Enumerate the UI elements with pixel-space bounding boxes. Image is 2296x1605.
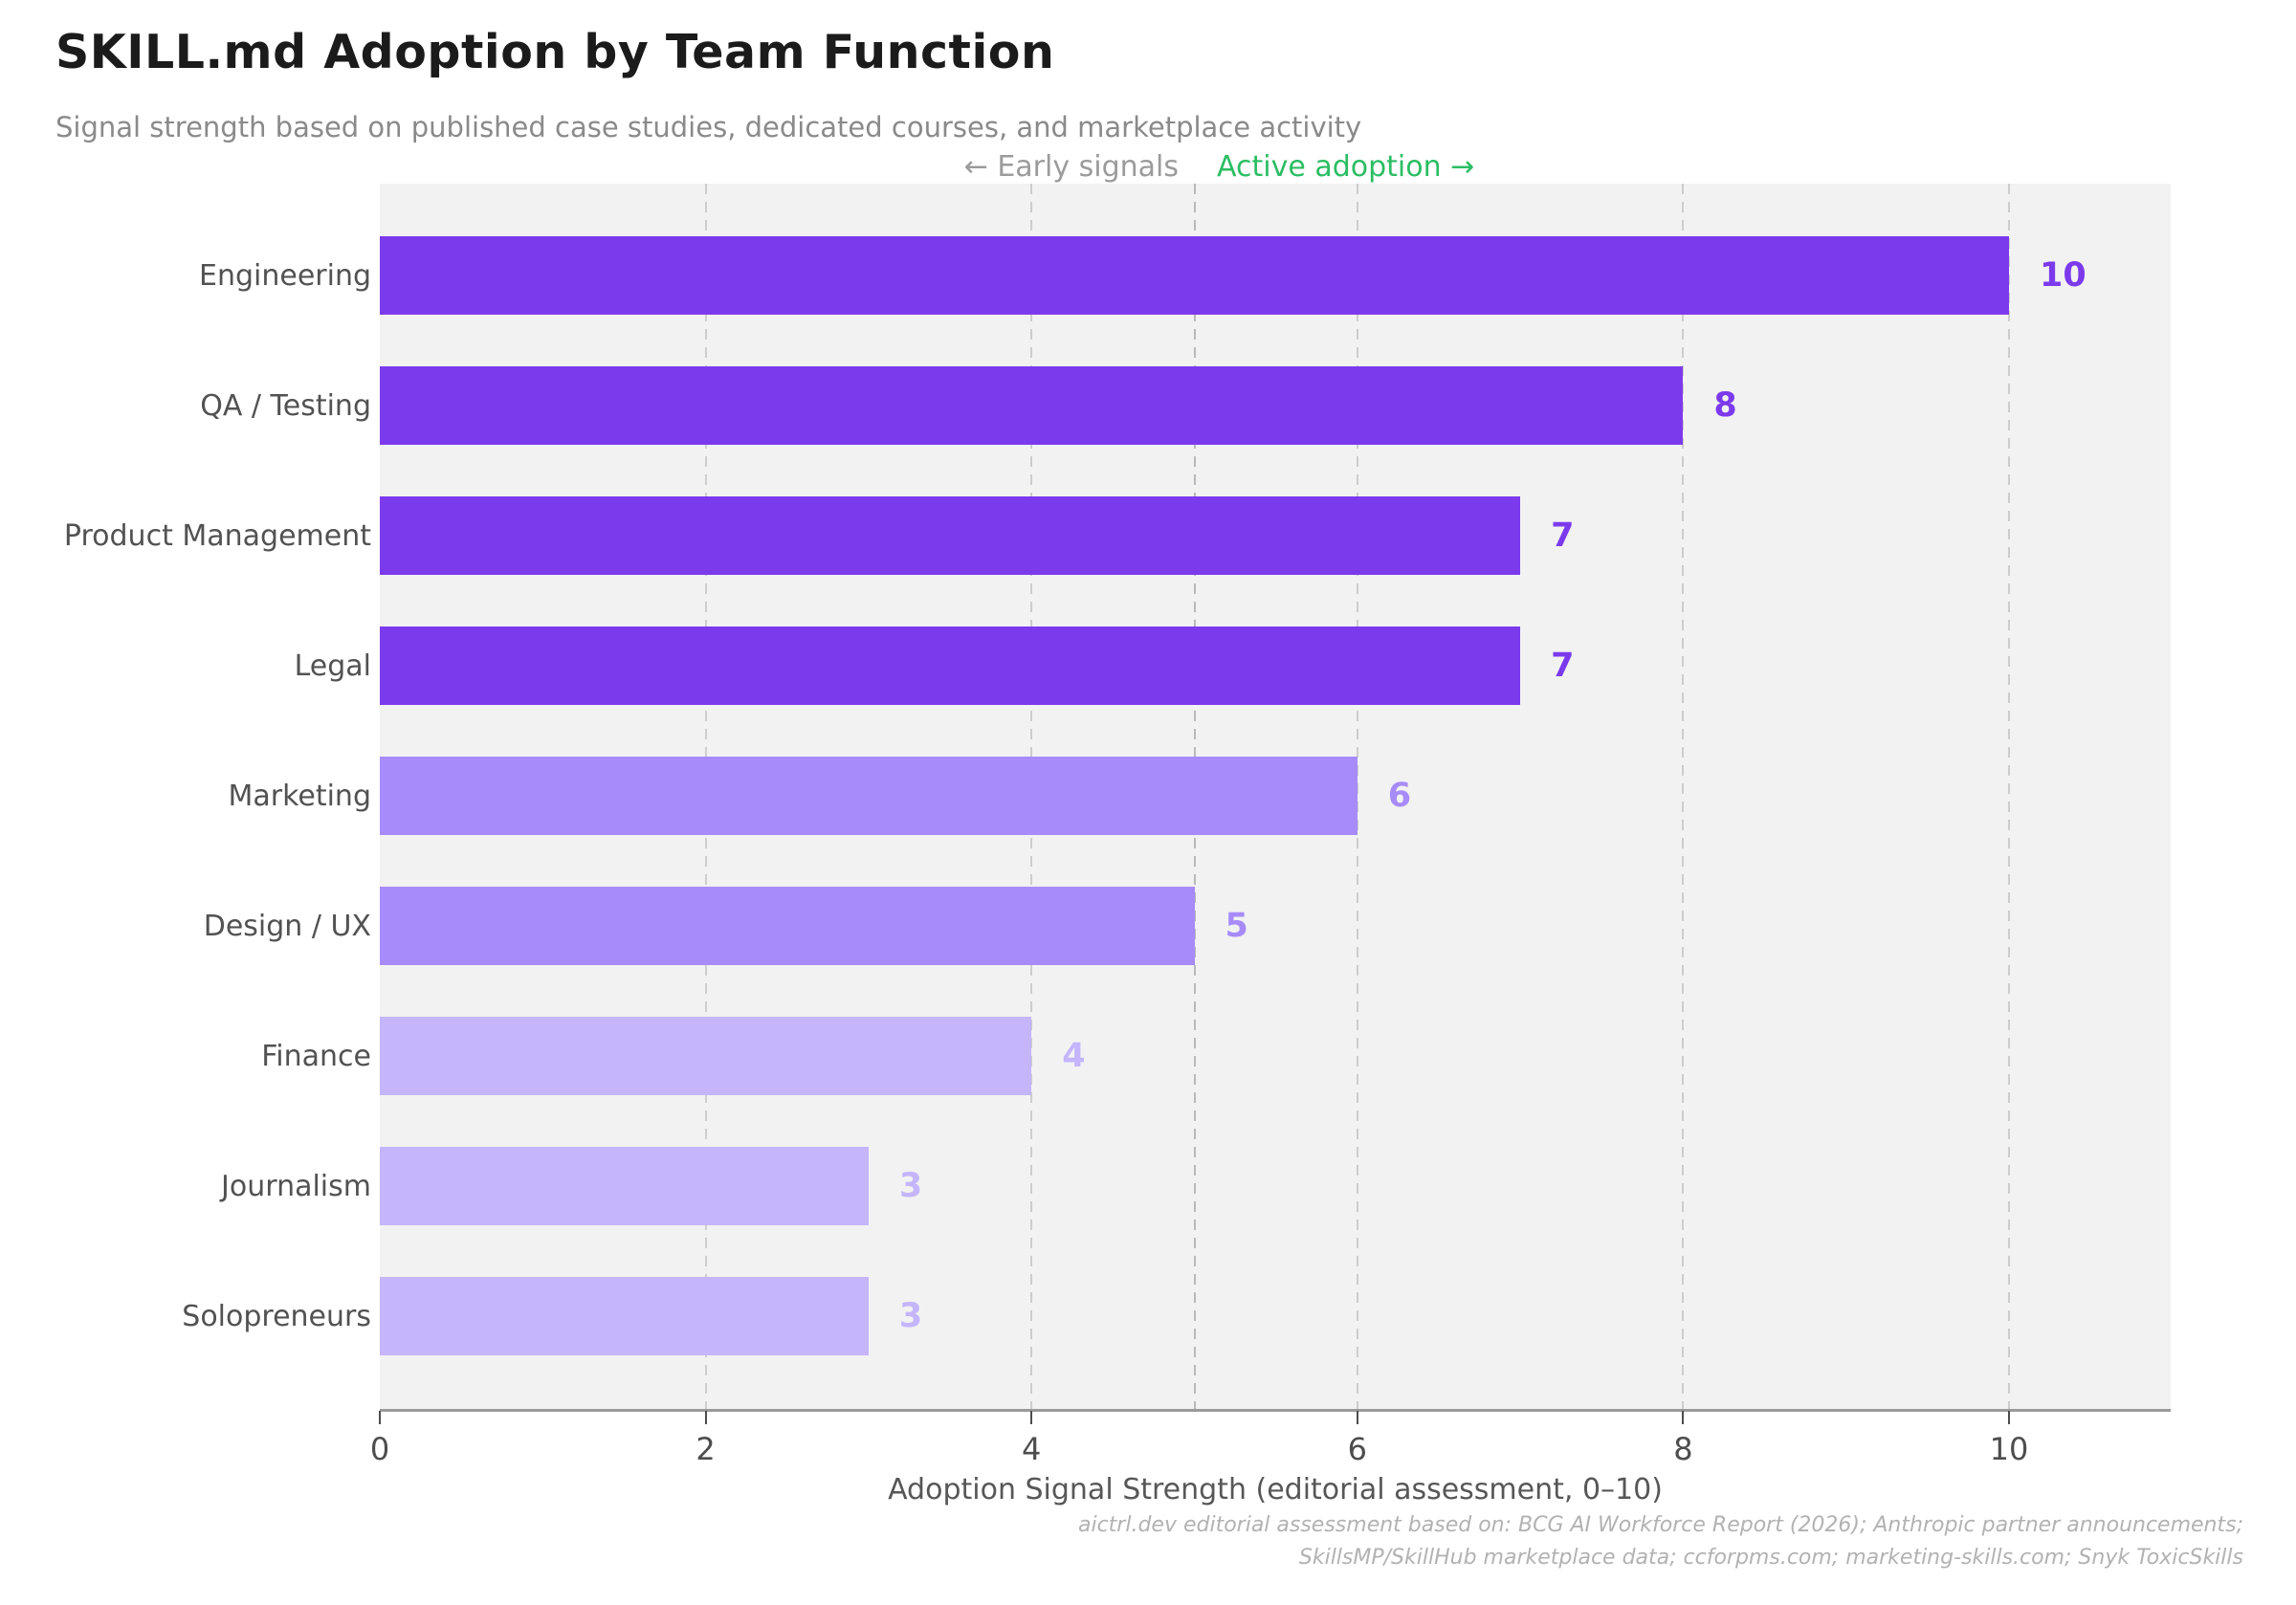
bar-value-label: 6 xyxy=(1387,777,1412,815)
chart-title: SKILL.md Adoption by Team Function xyxy=(55,25,1055,79)
source-footer: aictrl.dev editorial assessment based on… xyxy=(713,1509,2243,1574)
x-tick-label: 10 xyxy=(1989,1431,2029,1467)
bar-journalism xyxy=(380,1147,869,1225)
x-tick-label: 0 xyxy=(369,1431,390,1467)
bar-value-label: 7 xyxy=(1551,517,1575,555)
gridline xyxy=(1682,184,1685,1409)
bar-solopreneurs xyxy=(380,1277,869,1355)
category-label: Engineering xyxy=(199,258,371,293)
x-tick-mark xyxy=(379,1411,381,1424)
bar-value-label: 3 xyxy=(898,1167,923,1205)
bar-design-ux xyxy=(380,887,1195,965)
bar-value-label: 4 xyxy=(1062,1037,1086,1075)
x-tick-mark xyxy=(1682,1411,1685,1424)
category-label: Marketing xyxy=(228,779,371,813)
bar-value-label: 8 xyxy=(1713,386,1737,425)
category-label: Journalism xyxy=(221,1169,371,1203)
bar-value-label: 10 xyxy=(2040,256,2086,295)
category-label: Legal xyxy=(294,649,371,683)
bar-value-label: 3 xyxy=(898,1297,923,1335)
category-label: Finance xyxy=(261,1039,371,1073)
gridline xyxy=(1356,184,1358,1409)
gridline xyxy=(2008,184,2010,1409)
source-footer-line1: aictrl.dev editorial assessment based on… xyxy=(1077,1513,2243,1537)
source-footer-line2: SkillsMP/SkillHub marketplace data; ccfo… xyxy=(1298,1546,2243,1571)
x-tick-label: 8 xyxy=(1673,1431,1693,1467)
bar-value-label: 5 xyxy=(1225,907,1248,945)
category-label: Solopreneurs xyxy=(182,1299,371,1333)
bar-value-label: 7 xyxy=(1551,647,1575,685)
x-tick-label: 2 xyxy=(695,1431,716,1467)
x-tick-mark xyxy=(1030,1411,1033,1424)
category-label: Design / UX xyxy=(203,909,371,943)
x-tick-mark xyxy=(1356,1411,1358,1424)
plot-area: 10 8 7 7 6 5 4 3 3 xyxy=(380,184,2171,1412)
bar-engineering xyxy=(380,236,2009,315)
bar-legal xyxy=(380,627,1521,705)
chart-subtitle: Signal strength based on published case … xyxy=(55,111,1362,143)
x-tick-mark xyxy=(2008,1411,2010,1424)
annotation-early-signals: ← Early signals xyxy=(963,150,1179,184)
x-tick-label: 4 xyxy=(1022,1431,1042,1467)
x-tick-label: 6 xyxy=(1347,1431,1367,1467)
bar-finance xyxy=(380,1017,1032,1095)
bar-qa-testing xyxy=(380,366,1684,445)
annotation-active-adoption: Active adoption → xyxy=(1217,150,1475,184)
category-label: QA / Testing xyxy=(200,388,371,423)
bar-marketing xyxy=(380,757,1358,835)
category-label: Product Management xyxy=(63,518,371,553)
bar-product-management xyxy=(380,496,1521,575)
x-tick-mark xyxy=(704,1411,707,1424)
x-axis-label: Adoption Signal Strength (editorial asse… xyxy=(888,1473,1663,1506)
